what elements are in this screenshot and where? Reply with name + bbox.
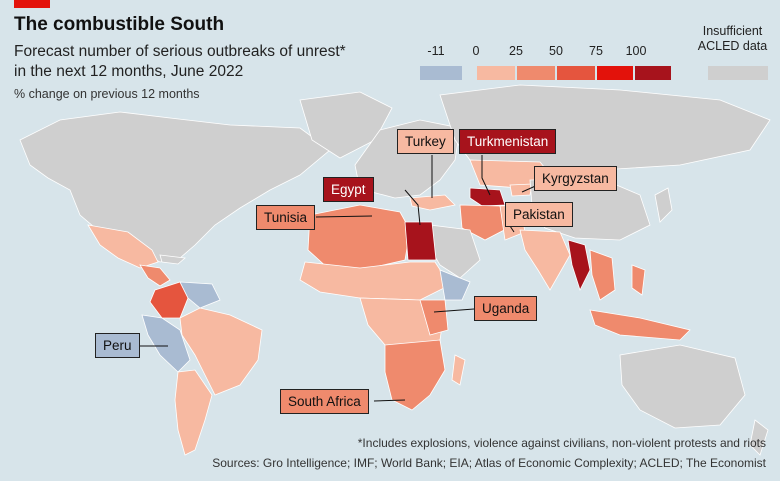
sources: Sources: Gro Intelligence; IMF; World Ba…: [212, 456, 766, 470]
subtitle-line-2: in the next 12 months, June 2022: [14, 63, 244, 80]
brazil-region: [179, 307, 263, 396]
indochina-region: [589, 249, 616, 301]
russia-region: [439, 84, 771, 171]
cuba-country: [159, 254, 186, 265]
legend: Insufficient ACLED data -11 0 25 50 75 100: [420, 24, 780, 84]
peru-ecuador-region: [141, 314, 191, 373]
legend-swatch: [557, 66, 595, 80]
legend-swatch: [635, 66, 671, 80]
legend-swatch: [420, 66, 462, 80]
country-label: Egypt: [323, 177, 374, 202]
map-title: The combustible South: [14, 14, 225, 35]
indonesia-region: [589, 309, 691, 341]
country-label: Turkmenistan: [459, 129, 557, 154]
venezuela-region: [179, 281, 221, 309]
legend-swatch: [597, 66, 633, 80]
mexico-country: [87, 224, 159, 269]
philippines-region: [631, 264, 646, 296]
legend-tick: 50: [549, 44, 563, 58]
legend-insufficient-label: Insufficient ACLED data: [685, 24, 780, 54]
legend-tick: 0: [472, 44, 480, 58]
legend-insufficient-swatch: [708, 66, 768, 80]
country-label: Kyrgyzstan: [534, 166, 617, 191]
southern-cone-region: [174, 369, 213, 456]
country-label: Uganda: [474, 296, 538, 321]
legend-swatch: [477, 66, 515, 80]
leader-lines: [140, 155, 541, 402]
myanmar-country: [567, 239, 591, 292]
central-america-region: [139, 264, 171, 287]
legend-swatch: [517, 66, 555, 80]
iran-region: [459, 204, 509, 241]
country-label: Turkey: [397, 129, 454, 154]
legend-tick: 75: [589, 44, 603, 58]
legend-insufficient-line1: Insufficient: [702, 24, 763, 38]
southern-africa-region: [384, 339, 446, 411]
turkey-country: [409, 194, 456, 211]
subtitle-line-1: Forecast number of serious outbreaks of …: [14, 43, 346, 60]
egypt-country: [404, 221, 437, 261]
north-america-landmass: [19, 111, 331, 263]
country-label: Peru: [95, 333, 140, 358]
country-label: Pakistan: [505, 202, 573, 227]
brand-accent-bar: [14, 0, 50, 8]
legend-tick: 100: [625, 44, 647, 58]
sahel-region: [299, 261, 451, 301]
east-africa-region: [419, 299, 449, 336]
legend-insufficient-line2: ACLED data: [697, 39, 768, 53]
map-subtitle: Forecast number of serious outbreaks of …: [14, 42, 346, 82]
horn-of-africa-region: [439, 269, 471, 301]
legend-tick: -11: [427, 44, 445, 58]
japan-region: [654, 187, 673, 223]
country-label: South Africa: [280, 389, 369, 414]
new-zealand-landmass: [749, 419, 769, 456]
australia-landmass: [619, 344, 746, 429]
country-label: Tunisia: [256, 205, 316, 230]
kyrgyzstan-country: [509, 183, 533, 197]
footnote: *Includes explosions, violence against c…: [357, 436, 766, 450]
legend-tick: 25: [509, 44, 523, 58]
north-africa-region: [307, 204, 411, 271]
madagascar-landmass: [451, 354, 466, 386]
india-region: [519, 229, 571, 291]
unit-note: % change on previous 12 months: [14, 87, 200, 101]
